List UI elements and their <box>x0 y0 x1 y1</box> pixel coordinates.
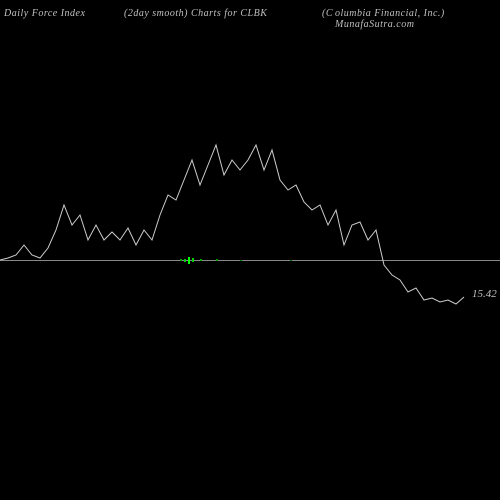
header-title-4: olumbia Financial, Inc.) MunafaSutra.com <box>335 8 500 30</box>
header-title-2: (2day smooth) Charts for CLBK <box>124 8 267 19</box>
latest-value-label: 15.42 <box>472 288 497 300</box>
chart-header: Daily Force Index (2day smooth) Charts f… <box>0 8 500 28</box>
force-index-line <box>0 30 500 470</box>
header-title-1: Daily Force Index <box>4 8 85 19</box>
header-title-3: (C <box>322 8 333 19</box>
chart-area: 15.42 <box>0 30 500 470</box>
